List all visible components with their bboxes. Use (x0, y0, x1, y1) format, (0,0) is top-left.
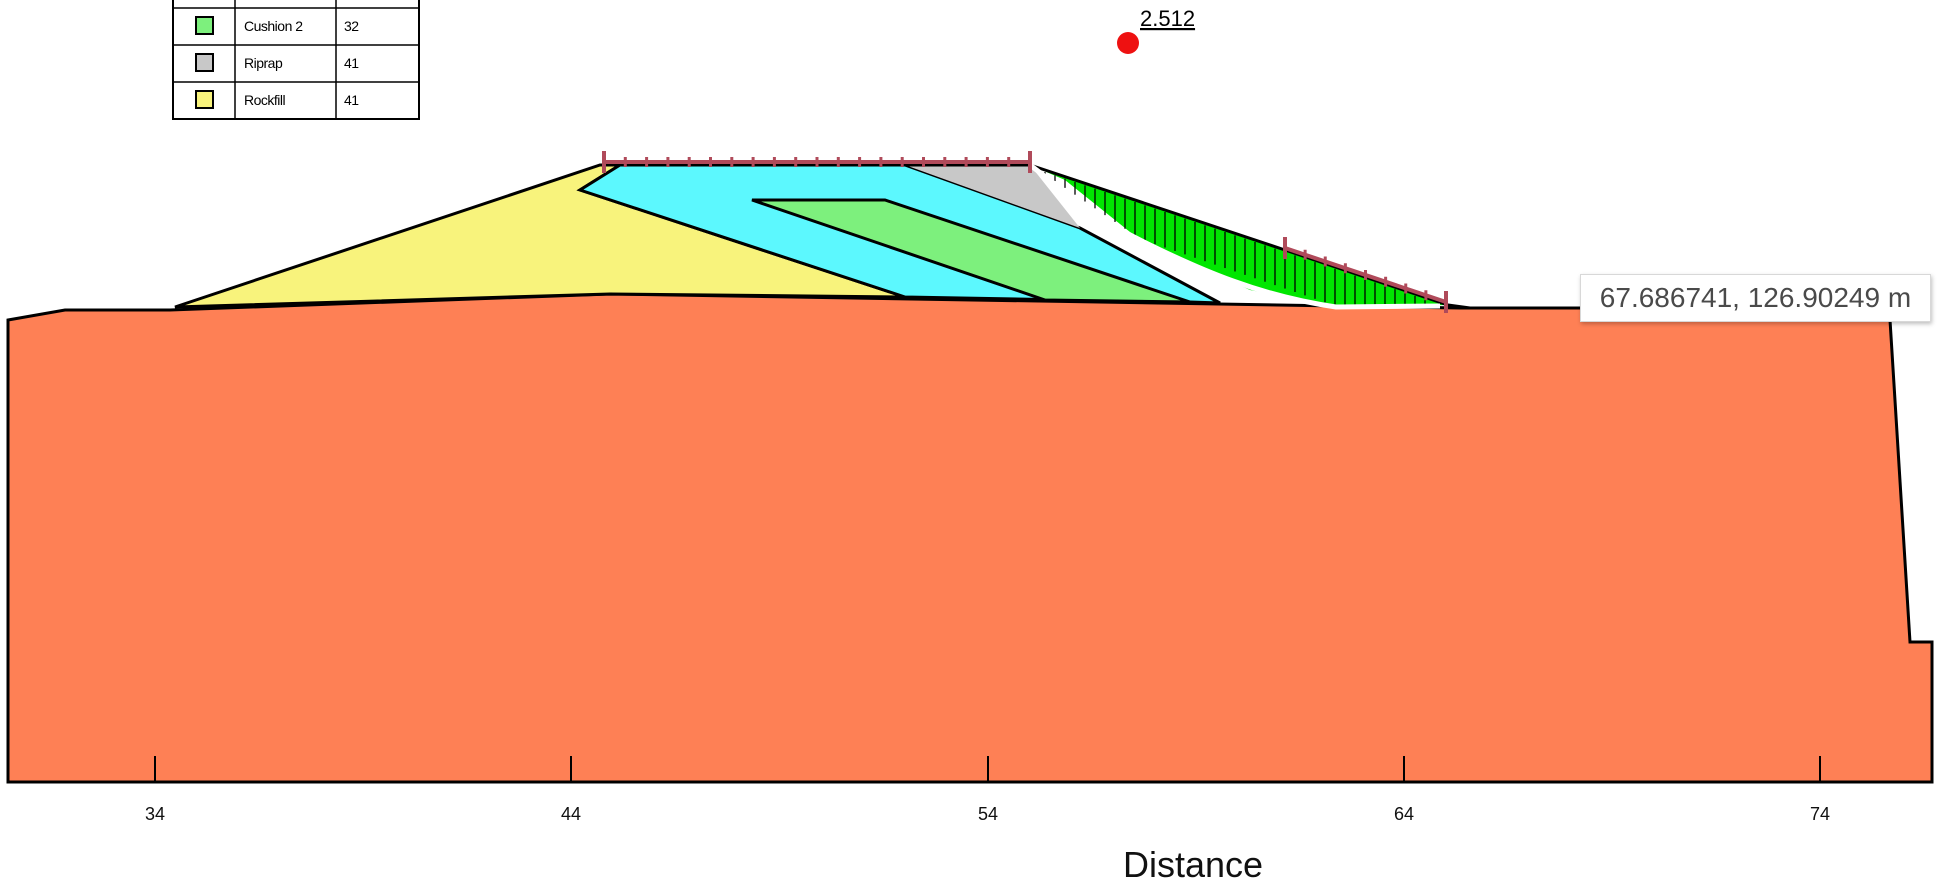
legend-material-value: 41 (344, 55, 359, 71)
x-tick-label: 74 (1810, 804, 1830, 824)
x-tick-label: 34 (145, 804, 165, 824)
factor-of-safety-label: 2.512 (1140, 6, 1195, 31)
legend-material-value: 41 (344, 92, 359, 108)
legend-swatch (195, 90, 214, 109)
x-tick-label: 44 (561, 804, 581, 824)
riprap-region (905, 165, 1080, 228)
legend-material-value: 32 (344, 18, 359, 34)
legend-material-name: Rockfill (244, 92, 286, 108)
legend-swatch (195, 53, 214, 72)
foundation-region (6, 292, 1934, 784)
x-tick-label: 64 (1394, 804, 1414, 824)
cushion-region (751, 198, 1191, 304)
slip-center-point[interactable] (1117, 32, 1139, 54)
legend-material-name: Cushion 2 (244, 18, 303, 34)
coordinate-tooltip: 67.686741, 126.90249 m (1580, 274, 1931, 322)
slip-boundary-markers (602, 151, 1448, 313)
x-tick-label: 54 (978, 804, 998, 824)
slip-surface (1028, 163, 1441, 310)
x-axis-ticks: 34 44 54 64 74 (145, 756, 1830, 824)
legend-material-name: Riprap (244, 55, 283, 71)
material-legend: Cushion 2 32 Riprap 41 Rockfill 41 (172, 0, 420, 120)
x-axis-title: Distance (1123, 844, 1263, 885)
slice-lines (1044, 172, 1426, 306)
legend-swatch (195, 16, 214, 35)
